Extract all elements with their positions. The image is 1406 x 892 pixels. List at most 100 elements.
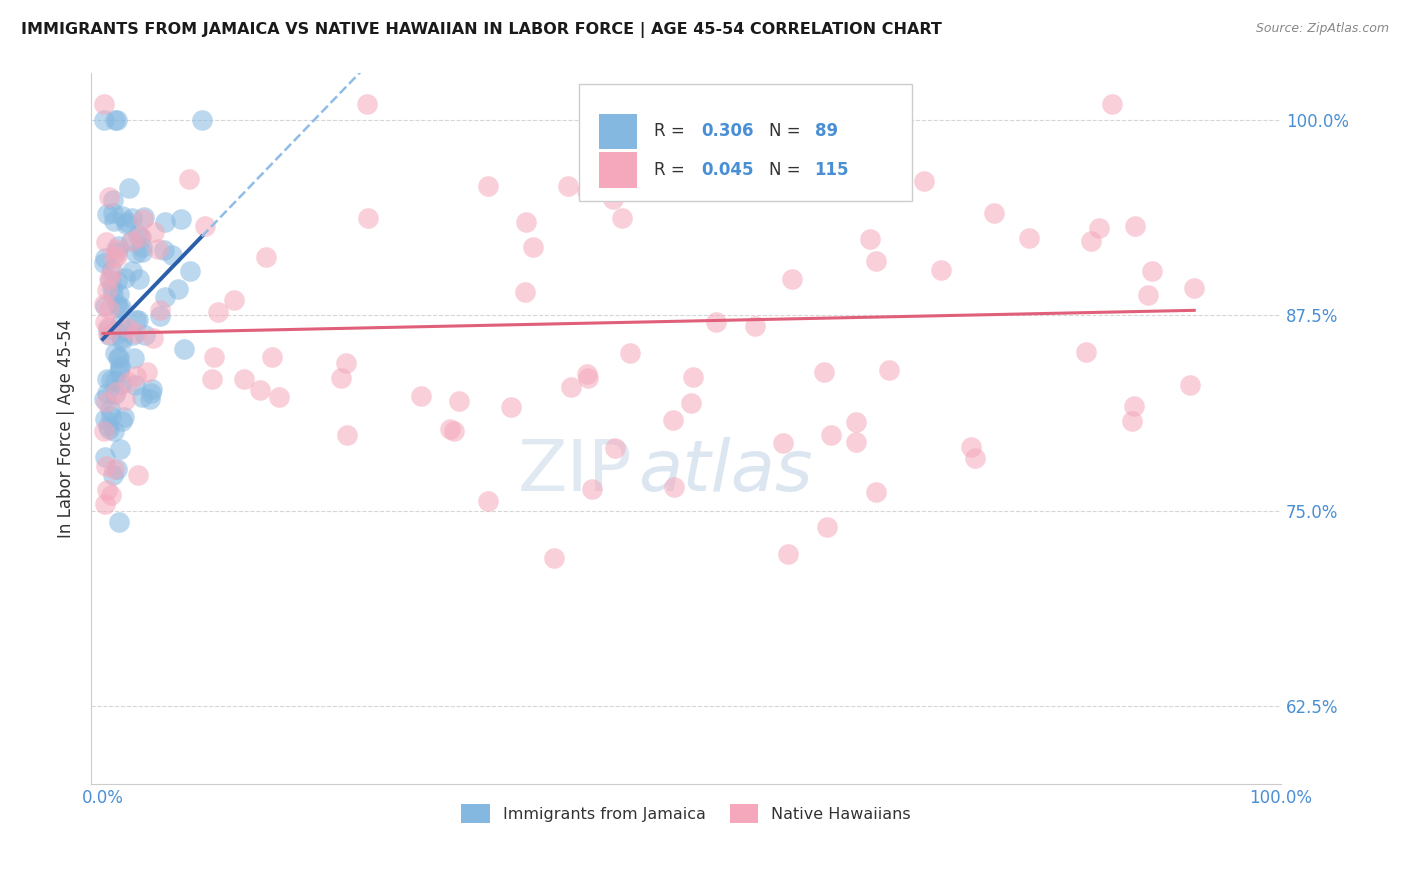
Point [97, 322, 120, 336]
Point [249, 383, 271, 397]
Point [112, 409, 135, 424]
Point [127, 312, 149, 326]
Legend: Immigrants from Jamaica, Native Hawaiians: Immigrants from Jamaica, Native Hawaiian… [456, 797, 917, 830]
Point [96, 385, 118, 400]
Point [108, 442, 131, 456]
Text: IMMIGRANTS FROM JAMAICA VS NATIVE HAWAIIAN IN LABOR FORCE | AGE 45-54 CORRELATIO: IMMIGRANTS FROM JAMAICA VS NATIVE HAWAII… [21, 22, 942, 38]
Point [575, 184, 598, 198]
Point [96, 283, 118, 297]
Point [329, 370, 352, 384]
Y-axis label: In Labor Force | Age 45-54: In Labor Force | Age 45-54 [58, 319, 75, 538]
Point [965, 451, 987, 466]
Point [121, 211, 143, 226]
Point [105, 242, 128, 256]
Point [108, 287, 131, 301]
Point [744, 319, 766, 334]
Point [98, 421, 121, 435]
Point [104, 374, 127, 388]
Point [515, 215, 537, 229]
Point [97, 328, 120, 343]
Point [111, 323, 134, 337]
Point [107, 351, 129, 365]
Point [681, 396, 703, 410]
Point [929, 262, 952, 277]
Point [1123, 219, 1146, 234]
Point [560, 379, 582, 393]
Point [121, 234, 143, 248]
Point [96, 372, 118, 386]
Point [513, 285, 536, 299]
Point [1121, 414, 1143, 428]
Point [877, 363, 900, 377]
Point [177, 172, 200, 186]
Point [845, 434, 868, 449]
Point [94, 412, 117, 426]
Point [93, 112, 115, 127]
Point [97, 272, 120, 286]
Text: 0.045: 0.045 [702, 161, 754, 179]
Point [501, 400, 523, 414]
Point [120, 234, 142, 248]
Point [101, 194, 124, 208]
Point [522, 240, 544, 254]
Point [121, 264, 143, 278]
Text: 115: 115 [814, 161, 849, 179]
Point [111, 334, 134, 348]
Text: R =: R = [654, 122, 690, 140]
Point [104, 345, 127, 359]
Point [201, 372, 224, 386]
Point [121, 328, 143, 343]
Point [1088, 221, 1111, 235]
Point [98, 273, 121, 287]
Point [782, 272, 804, 286]
Point [260, 350, 283, 364]
Point [93, 97, 115, 112]
Point [93, 424, 115, 438]
Point [356, 97, 378, 112]
Point [686, 97, 709, 112]
Point [134, 328, 156, 343]
Point [845, 415, 868, 429]
Point [789, 162, 811, 177]
Point [125, 245, 148, 260]
Point [1180, 377, 1202, 392]
Point [194, 219, 217, 233]
Point [111, 415, 134, 429]
Point [714, 97, 737, 112]
Point [222, 293, 245, 307]
Point [716, 97, 738, 112]
Point [108, 317, 131, 331]
Point [136, 365, 159, 379]
Point [100, 374, 122, 388]
Point [100, 262, 122, 277]
Point [104, 385, 127, 400]
Point [557, 178, 579, 193]
Point [336, 427, 359, 442]
Point [105, 245, 128, 260]
Text: ZIP: ZIP [517, 437, 633, 506]
Point [776, 548, 799, 562]
Point [815, 520, 838, 534]
Point [96, 394, 118, 409]
Text: N =: N = [769, 122, 806, 140]
Bar [599, 153, 637, 187]
Point [104, 387, 127, 401]
Point [148, 242, 170, 256]
Point [108, 326, 131, 341]
Point [141, 382, 163, 396]
Point [128, 230, 150, 244]
Point [103, 252, 125, 266]
Text: 89: 89 [814, 122, 838, 140]
Point [107, 239, 129, 253]
Point [105, 297, 128, 311]
Point [576, 368, 599, 382]
Point [98, 302, 121, 317]
Point [105, 112, 128, 127]
Point [797, 151, 820, 165]
Point [96, 483, 118, 497]
Point [125, 368, 148, 383]
Point [93, 450, 115, 464]
Point [1074, 344, 1097, 359]
Point [103, 462, 125, 476]
Point [865, 254, 887, 268]
